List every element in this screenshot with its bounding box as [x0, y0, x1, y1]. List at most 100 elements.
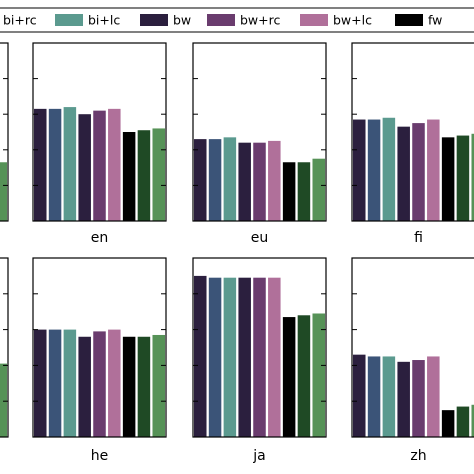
legend-label: fw [428, 13, 442, 28]
bar [152, 334, 165, 437]
legend: bi+rc bi+lc bw bw+rc bw+lc fw [0, 7, 474, 33]
panels: en eu fi he ja zh [0, 42, 474, 464]
legend-swatch [395, 14, 423, 26]
subplot: en [32, 42, 167, 246]
legend-label: bi+lc [88, 13, 120, 28]
legend-label: bi+rc [3, 13, 37, 28]
bar [194, 139, 207, 221]
bar [382, 356, 396, 437]
bar [397, 361, 410, 437]
plot-frame [32, 42, 167, 222]
subplot-label: fi [414, 230, 423, 246]
bar [412, 123, 425, 221]
bar [412, 360, 425, 437]
bar [208, 139, 222, 221]
bar [93, 331, 106, 437]
bar [122, 132, 136, 221]
plot-frame [0, 257, 9, 438]
legend-entry: bi+lc [55, 13, 120, 28]
bar [78, 114, 91, 221]
plot-frame [351, 257, 474, 438]
bar [122, 336, 136, 437]
subplot: ja [192, 257, 327, 464]
bar [427, 119, 440, 221]
subplot: eu [192, 42, 327, 246]
bar [152, 128, 165, 221]
bar [441, 410, 455, 437]
bar [367, 119, 381, 221]
bar [282, 162, 296, 221]
subplot: he [32, 257, 167, 464]
bar [456, 135, 470, 221]
legend-entry: bw+lc [300, 13, 372, 28]
bar [282, 317, 296, 437]
bar [93, 110, 106, 221]
subplot [0, 257, 9, 438]
subplot-label: ja [252, 448, 265, 464]
subplot: fi [351, 42, 474, 246]
bar [108, 329, 121, 437]
bar [0, 363, 7, 437]
bar [253, 142, 266, 221]
bar [268, 277, 281, 437]
bar [238, 142, 251, 221]
bar [268, 140, 281, 221]
bar [108, 108, 121, 221]
bar [34, 108, 47, 221]
bar [297, 162, 311, 221]
bar [471, 404, 474, 437]
legend-entry: bi+rc [3, 13, 37, 28]
legend-swatch [55, 14, 83, 26]
bar [456, 406, 470, 437]
bar [312, 313, 325, 437]
bar [194, 275, 207, 437]
bar [0, 162, 7, 221]
subplot-label: eu [251, 230, 269, 246]
legend-entry: bw [140, 13, 191, 28]
bar [223, 137, 237, 221]
bar [253, 277, 266, 437]
plot-frame [351, 42, 474, 222]
legend-label: bw+rc [240, 13, 280, 28]
subplot-label: zh [410, 448, 426, 464]
bar [137, 336, 151, 437]
bar [353, 119, 366, 221]
bar [471, 133, 474, 221]
legend-swatch [207, 14, 235, 26]
subplot-label: en [91, 230, 109, 246]
legend-label: bw [173, 13, 191, 28]
legend-entry: fw [395, 13, 442, 28]
bar [397, 126, 410, 221]
plot-frame [192, 42, 327, 222]
subplot [0, 42, 9, 222]
bar [238, 277, 251, 437]
legend-label: bw+lc [333, 13, 372, 28]
bar [223, 277, 237, 437]
legend-swatch [300, 14, 328, 26]
bar [367, 356, 381, 437]
bar [63, 107, 77, 221]
bar [48, 329, 62, 437]
bar [63, 329, 77, 437]
bar [48, 108, 62, 221]
legend-swatch [140, 14, 168, 26]
subplot-label: he [91, 448, 109, 464]
plot-frame [0, 42, 9, 222]
bar [78, 336, 91, 437]
bar [353, 354, 366, 437]
bar [137, 130, 151, 221]
plot-background [0, 43, 8, 221]
bar [312, 158, 325, 221]
bar [34, 329, 47, 437]
plot-background [0, 258, 8, 437]
bar [427, 356, 440, 437]
bar [441, 137, 455, 221]
legend-entry: bw+rc [207, 13, 280, 28]
subplot: zh [351, 257, 474, 464]
bar [297, 315, 311, 437]
bar [382, 117, 396, 221]
plot-frame [192, 257, 327, 438]
plot-frame [32, 257, 167, 438]
bar [208, 277, 222, 437]
